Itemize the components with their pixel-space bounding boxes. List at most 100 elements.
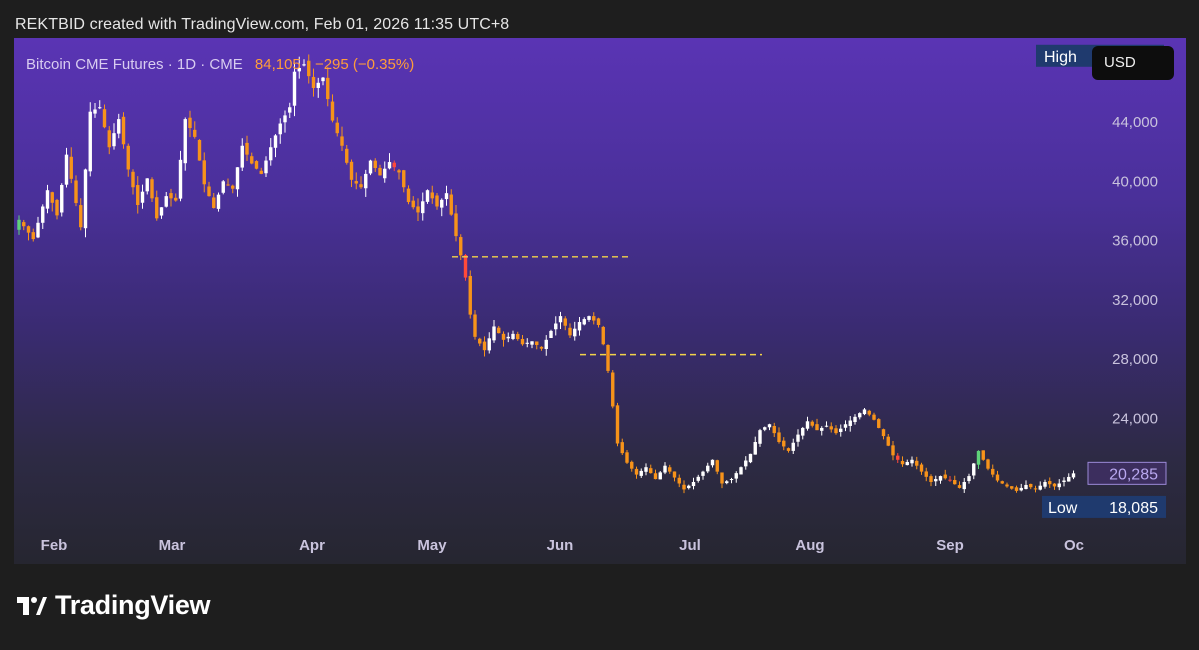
- candle-body: [563, 318, 567, 326]
- candle-body: [1014, 487, 1019, 491]
- candle: [601, 325, 605, 346]
- candle-body: [435, 195, 439, 207]
- candle-body: [387, 162, 392, 169]
- candle-body: [259, 170, 263, 174]
- candle: [169, 188, 173, 207]
- candle-body: [164, 196, 168, 207]
- candle-body: [706, 465, 710, 472]
- candle-body: [50, 192, 54, 203]
- candle-body: [644, 467, 648, 472]
- candle-body: [972, 463, 976, 476]
- candle-body: [463, 255, 468, 278]
- candle-body: [60, 185, 64, 213]
- candle: [634, 466, 639, 479]
- candle: [83, 168, 88, 238]
- candle: [986, 458, 990, 471]
- candles-group: [17, 54, 1076, 494]
- candle: [221, 180, 225, 195]
- candle: [843, 420, 848, 432]
- tradingview-logo-icon: [17, 596, 47, 615]
- candle: [463, 254, 468, 281]
- candle: [763, 426, 767, 432]
- candle-body: [696, 476, 700, 481]
- candle-body: [136, 185, 140, 206]
- candle-body: [805, 421, 810, 429]
- candle-body: [340, 136, 344, 146]
- candle-body: [1043, 482, 1047, 487]
- candle: [174, 193, 178, 202]
- candle: [991, 464, 995, 478]
- candle-body: [31, 232, 35, 240]
- candlestick-chart[interactable]: 44,000 40,000 36,000 32,000 28,000 24,000 Feb…: [14, 38, 1186, 564]
- candle-body: [368, 160, 373, 174]
- candle-body: [1000, 481, 1004, 484]
- candle-body: [767, 424, 772, 428]
- candle-body: [687, 485, 691, 489]
- candle-body: [915, 460, 919, 466]
- candle: [468, 270, 472, 319]
- candle: [1071, 470, 1076, 480]
- candle: [886, 433, 890, 447]
- y-tick-label: 36,000: [1112, 233, 1158, 250]
- candle-body: [1067, 476, 1071, 482]
- time-axis: Feb Mar Apr May Jun Jul Aug Sep Oc: [41, 537, 1084, 554]
- candle-body: [701, 471, 705, 476]
- candle-body: [1010, 486, 1014, 489]
- candle-body: [582, 319, 586, 325]
- candle-body: [938, 476, 943, 481]
- currency-button[interactable]: USD: [1092, 46, 1174, 80]
- candle: [777, 427, 781, 444]
- candle-body: [943, 474, 947, 479]
- candle-body: [558, 316, 563, 323]
- candle: [943, 469, 947, 480]
- candle: [1024, 480, 1028, 490]
- candle-body: [487, 338, 491, 351]
- candle-body: [459, 237, 463, 256]
- candle-body: [858, 413, 862, 418]
- candle: [416, 198, 420, 222]
- candle: [216, 192, 221, 212]
- candle-body: [1057, 483, 1061, 488]
- x-tick-label: Apr: [299, 537, 325, 554]
- candle: [93, 102, 97, 118]
- candle-body: [22, 222, 26, 227]
- candle-body: [592, 316, 596, 321]
- candle-body: [207, 186, 211, 197]
- candle: [36, 216, 40, 239]
- candle-body: [796, 434, 800, 442]
- candle-body: [991, 468, 995, 475]
- candle: [22, 219, 26, 231]
- candle-body: [183, 119, 187, 164]
- candle: [682, 480, 686, 494]
- candle-body: [748, 453, 753, 463]
- candle: [231, 184, 235, 194]
- candle: [544, 335, 548, 356]
- candle-body: [440, 199, 444, 208]
- candle-body: [820, 427, 824, 431]
- candle-body: [611, 372, 615, 407]
- symbol-name: Bitcoin CME Futures · 1D · CME: [26, 56, 243, 73]
- candle: [1067, 473, 1071, 482]
- candle-body: [250, 156, 254, 164]
- candle-body: [17, 219, 21, 230]
- levels-group: [452, 256, 762, 356]
- candle-body: [786, 448, 791, 451]
- candle: [425, 189, 430, 204]
- chart-panel[interactable]: 44,000 40,000 36,000 32,000 28,000 24,000 Feb…: [14, 38, 1186, 564]
- candle-body: [98, 107, 102, 109]
- candle-body: [202, 160, 206, 185]
- candle-body: [345, 148, 349, 163]
- candle-body: [482, 341, 487, 351]
- candle-body: [577, 322, 582, 331]
- candle-body: [473, 314, 477, 337]
- candle: [672, 471, 677, 482]
- candle-body: [492, 326, 496, 341]
- candle-body: [402, 170, 406, 188]
- candle: [202, 152, 206, 193]
- candle-body: [254, 161, 259, 169]
- candle: [302, 59, 306, 67]
- candle-body: [801, 427, 805, 436]
- candle-body: [658, 472, 662, 480]
- candle-body: [240, 145, 244, 168]
- candle-body: [221, 181, 225, 193]
